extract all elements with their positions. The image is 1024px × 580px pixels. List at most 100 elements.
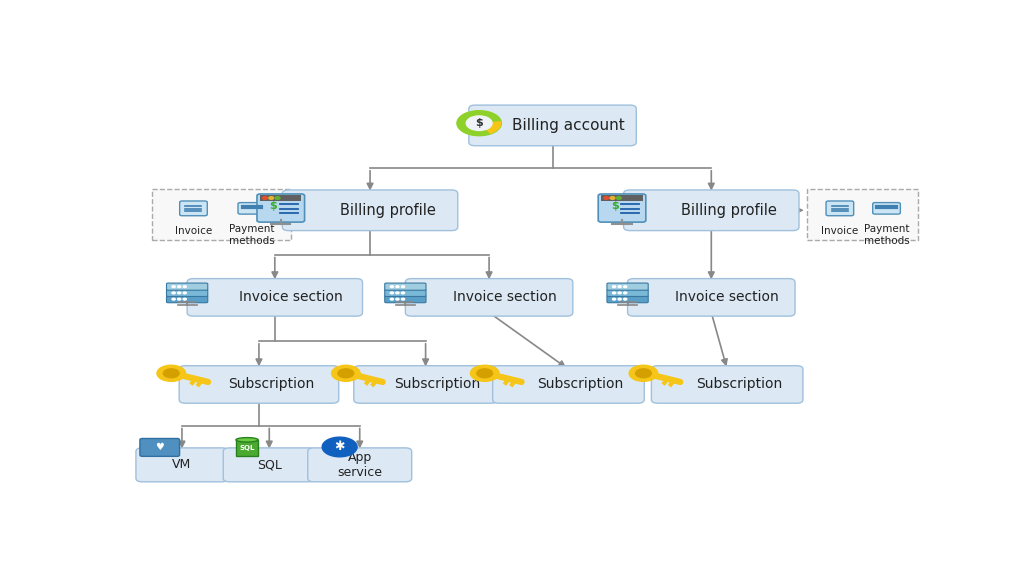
Text: Subscription: Subscription [227, 378, 314, 392]
FancyBboxPatch shape [607, 289, 648, 296]
FancyBboxPatch shape [628, 278, 795, 316]
FancyBboxPatch shape [140, 438, 179, 456]
Circle shape [401, 292, 404, 294]
Circle shape [183, 298, 186, 300]
Circle shape [618, 298, 622, 300]
Circle shape [624, 298, 627, 300]
FancyBboxPatch shape [469, 105, 636, 146]
Circle shape [396, 298, 399, 300]
Text: Billing profile: Billing profile [340, 203, 436, 218]
Circle shape [177, 292, 181, 294]
Circle shape [636, 369, 651, 378]
Circle shape [338, 369, 353, 378]
FancyBboxPatch shape [238, 202, 265, 214]
Circle shape [172, 298, 175, 300]
Circle shape [401, 286, 404, 288]
Text: Billing profile: Billing profile [681, 203, 777, 218]
FancyBboxPatch shape [187, 278, 362, 316]
Text: SQL: SQL [257, 458, 282, 472]
FancyBboxPatch shape [152, 189, 291, 240]
Circle shape [477, 369, 493, 378]
Circle shape [172, 292, 175, 294]
Circle shape [390, 298, 393, 300]
Circle shape [401, 298, 404, 300]
Circle shape [177, 286, 181, 288]
FancyBboxPatch shape [167, 283, 208, 290]
Text: Payment
methods: Payment methods [229, 224, 274, 246]
FancyBboxPatch shape [598, 194, 646, 222]
Text: Subscription: Subscription [538, 378, 624, 392]
FancyBboxPatch shape [236, 440, 258, 456]
Circle shape [390, 292, 393, 294]
FancyBboxPatch shape [179, 366, 339, 403]
Text: $: $ [610, 201, 618, 211]
FancyBboxPatch shape [179, 201, 207, 216]
FancyBboxPatch shape [223, 448, 315, 482]
Circle shape [183, 292, 186, 294]
FancyBboxPatch shape [136, 448, 228, 482]
Text: SQL: SQL [240, 445, 255, 451]
Circle shape [624, 292, 627, 294]
FancyBboxPatch shape [406, 278, 572, 316]
Circle shape [618, 286, 622, 288]
Circle shape [269, 197, 273, 200]
Text: Subscription: Subscription [696, 378, 782, 392]
FancyBboxPatch shape [493, 366, 644, 403]
Text: $: $ [475, 118, 483, 128]
Ellipse shape [236, 437, 258, 442]
Circle shape [470, 365, 499, 381]
Circle shape [177, 298, 181, 300]
Text: Invoice section: Invoice section [239, 291, 343, 304]
Circle shape [457, 111, 502, 136]
FancyBboxPatch shape [260, 195, 301, 201]
Circle shape [396, 286, 399, 288]
Circle shape [323, 437, 357, 457]
FancyBboxPatch shape [872, 202, 900, 214]
Text: $: $ [269, 201, 278, 211]
Wedge shape [485, 121, 502, 134]
Circle shape [183, 286, 186, 288]
Circle shape [262, 197, 267, 200]
Circle shape [612, 298, 615, 300]
FancyBboxPatch shape [385, 289, 426, 296]
Circle shape [164, 369, 179, 378]
FancyBboxPatch shape [607, 283, 648, 290]
Circle shape [275, 197, 280, 200]
FancyBboxPatch shape [167, 289, 208, 296]
Text: Billing account: Billing account [512, 118, 625, 133]
FancyBboxPatch shape [601, 195, 643, 201]
Text: ♥: ♥ [156, 443, 164, 452]
FancyBboxPatch shape [257, 194, 304, 222]
FancyBboxPatch shape [353, 366, 498, 403]
Text: Invoice section: Invoice section [675, 291, 779, 304]
FancyBboxPatch shape [807, 189, 918, 240]
FancyBboxPatch shape [651, 366, 803, 403]
Circle shape [624, 286, 627, 288]
Circle shape [618, 292, 622, 294]
Circle shape [466, 116, 493, 130]
Circle shape [390, 286, 393, 288]
Circle shape [157, 365, 185, 381]
Circle shape [616, 197, 622, 200]
Text: App
service: App service [337, 451, 382, 479]
Text: Invoice: Invoice [821, 226, 858, 236]
FancyBboxPatch shape [167, 296, 208, 303]
Text: Invoice: Invoice [175, 226, 212, 236]
Text: Subscription: Subscription [394, 378, 480, 392]
FancyBboxPatch shape [385, 296, 426, 303]
FancyBboxPatch shape [283, 190, 458, 231]
Circle shape [332, 365, 360, 381]
FancyBboxPatch shape [624, 190, 799, 231]
Text: VM: VM [172, 458, 191, 472]
Circle shape [172, 286, 175, 288]
FancyBboxPatch shape [385, 283, 426, 290]
Circle shape [612, 286, 615, 288]
FancyBboxPatch shape [826, 201, 854, 216]
FancyBboxPatch shape [308, 448, 412, 482]
Circle shape [396, 292, 399, 294]
Circle shape [604, 197, 608, 200]
Circle shape [612, 292, 615, 294]
Circle shape [610, 197, 614, 200]
FancyBboxPatch shape [607, 296, 648, 303]
Circle shape [629, 365, 657, 381]
